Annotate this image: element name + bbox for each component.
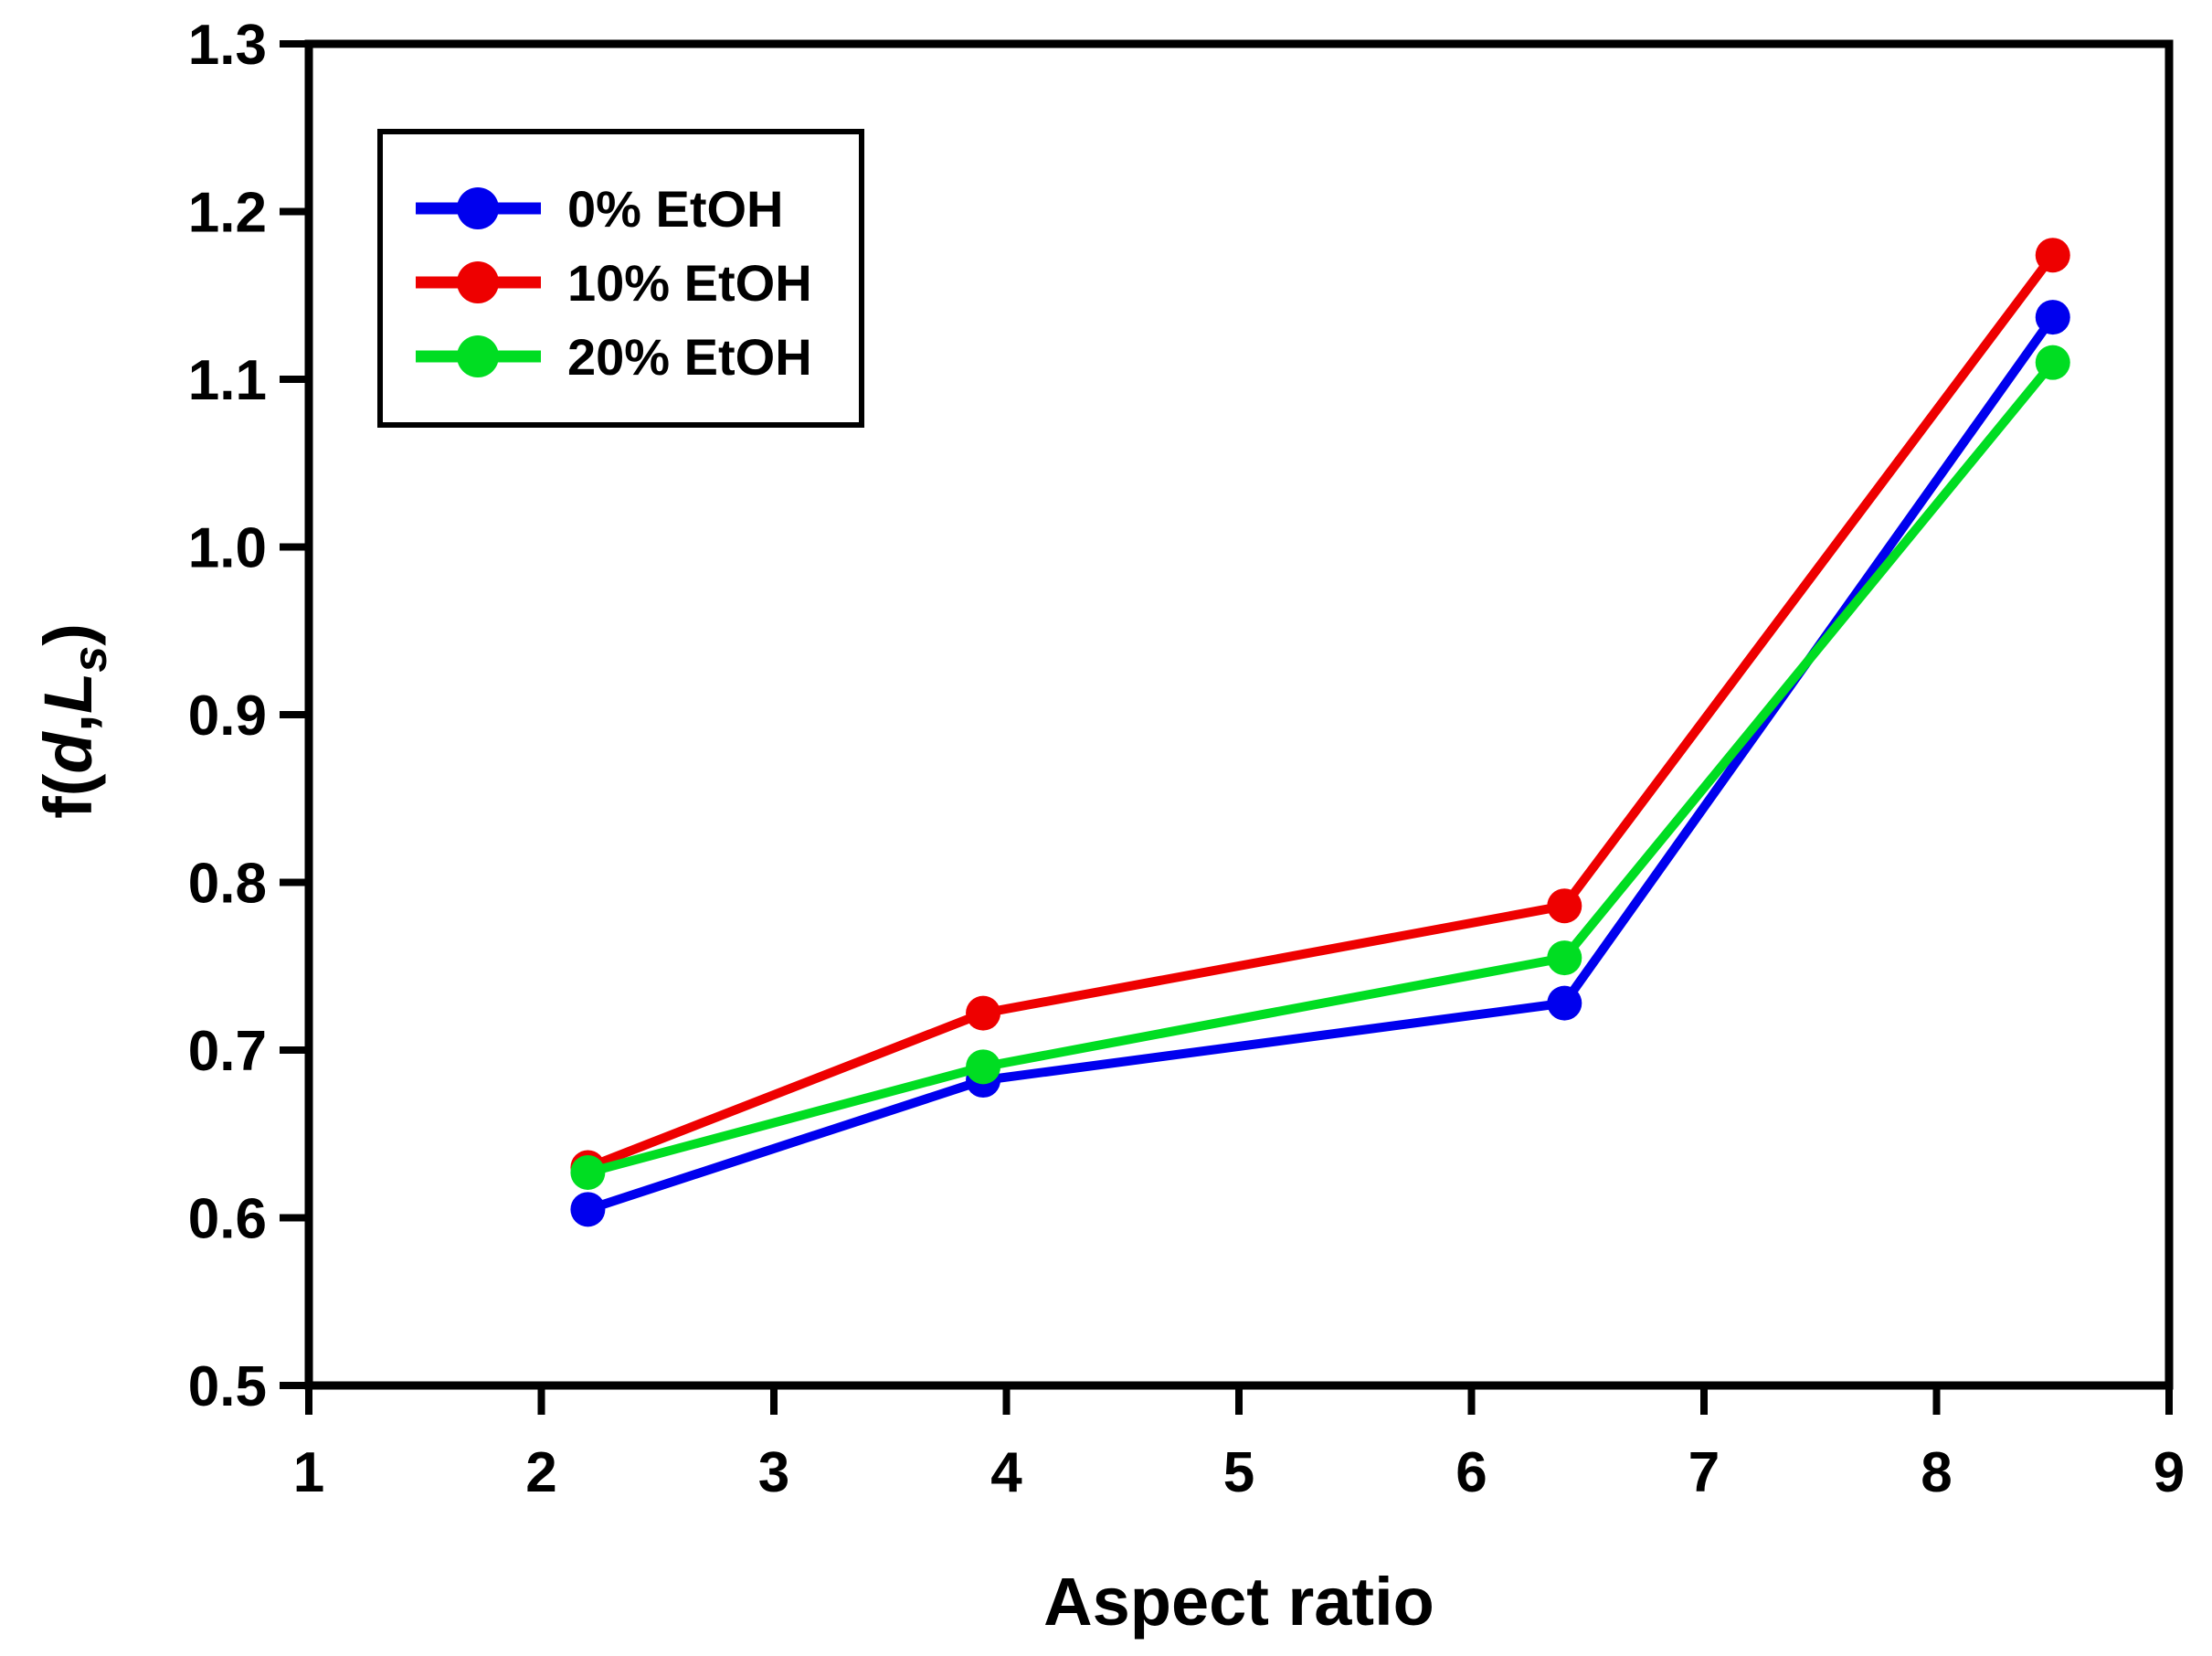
data-point-marker: [966, 1049, 1001, 1085]
x-tick-label: 2: [525, 1441, 556, 1504]
legend: 0% EtOH 10% EtOH 20% EtOH: [377, 129, 864, 428]
y-axis-title: f(d,Ls): [30, 623, 116, 819]
series-line: [586, 252, 2057, 1173]
data-point-marker: [570, 1154, 606, 1190]
y-tick-label: 0.6: [188, 1188, 267, 1251]
y-tick-label: 0.8: [188, 853, 267, 916]
data-series-group: [570, 238, 2070, 1227]
data-point-marker: [2035, 300, 2070, 335]
legend-label: 0% EtOH: [567, 180, 784, 238]
y-tick-label: 1.2: [188, 182, 267, 245]
series-20-etoh: [570, 345, 2070, 1190]
y-title-comma: ,: [30, 714, 106, 733]
legend-marker: [457, 261, 499, 303]
data-point-marker: [1547, 888, 1582, 924]
legend-label: 20% EtOH: [567, 328, 812, 386]
y-tick-label: 0.7: [188, 1020, 267, 1083]
x-tick-label: 1: [293, 1441, 324, 1504]
legend-marker: [457, 335, 499, 377]
x-tick-label: 5: [1223, 1441, 1254, 1504]
legend-items: 0% EtOH 10% EtOH 20% EtOH: [416, 180, 812, 386]
y-tick-label: 0.9: [188, 685, 267, 748]
legend-item-10-etoh: 10% EtOH: [416, 254, 812, 312]
y-title-suffix: ): [30, 623, 106, 646]
x-tick-label: 3: [758, 1441, 789, 1504]
y-tick-label: 0.5: [188, 1355, 267, 1418]
data-point-marker: [570, 1192, 606, 1227]
x-axis-title: Aspect ratio: [1043, 1564, 1434, 1640]
series-line: [587, 359, 2057, 1177]
series-line: [586, 314, 2057, 1215]
data-point-marker: [2035, 345, 2070, 380]
data-point-marker: [1547, 985, 1582, 1021]
y-title-var-d: d: [30, 731, 106, 774]
x-tick-label: 4: [990, 1441, 1022, 1504]
y-tick-label: 1.3: [188, 14, 267, 77]
x-tick-label: 6: [1455, 1441, 1487, 1504]
y-title-var-L: L: [30, 673, 106, 714]
data-point-marker: [1547, 940, 1582, 976]
x-axis: 1 2 3 4 5 6 7 8 9: [293, 1385, 2185, 1504]
x-tick-label: 8: [1921, 1441, 1952, 1504]
legend-item-0-etoh: 0% EtOH: [416, 180, 784, 238]
x-tick-label: 7: [1688, 1441, 1720, 1504]
y-tick-label: 1.1: [188, 349, 267, 412]
data-point-marker: [2035, 238, 2070, 273]
y-title-subscript-s: s: [63, 646, 116, 673]
data-point-marker: [966, 995, 1001, 1031]
y-title-prefix: f(: [30, 773, 106, 819]
y-tick-label: 1.0: [188, 517, 267, 580]
x-tick-label: 9: [2154, 1441, 2185, 1504]
legend-marker: [457, 187, 499, 229]
legend-item-20-etoh: 20% EtOH: [416, 328, 812, 386]
y-axis: 0.5 0.6 0.7 0.8 0.9 1.0 1.1 1.2 1.3: [188, 14, 309, 1418]
legend-label: 10% EtOH: [567, 254, 812, 312]
